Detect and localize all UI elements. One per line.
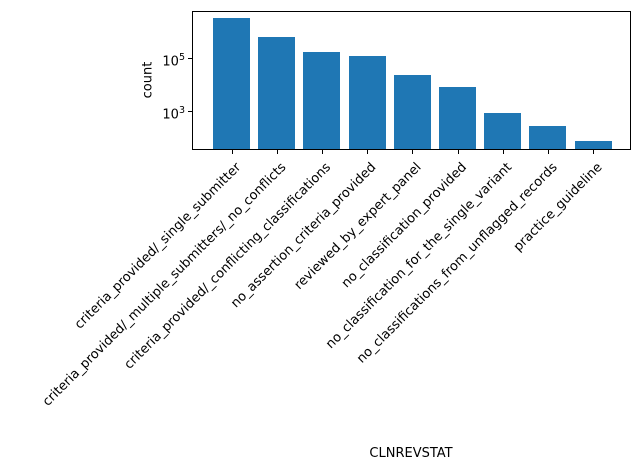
y-tick-label: 105 [162, 51, 185, 69]
x-axis-tick-mark [502, 150, 504, 154]
x-axis-tick-mark [593, 150, 595, 154]
y-axis-tick-mark [188, 58, 192, 59]
bar-practice_guideline [574, 140, 612, 149]
x-axis-tick-mark [231, 150, 233, 154]
bar-criteria_provided/_single_submitter [213, 18, 250, 149]
bar-criteria_provided/_conflicting_classifications [303, 52, 341, 149]
y-tick-label: 103 [162, 105, 185, 123]
plot-area [192, 11, 631, 150]
y-axis-label: count [140, 61, 156, 99]
x-axis-tick-mark [412, 150, 414, 154]
x-axis-tick-mark [321, 150, 323, 154]
x-axis-tick-mark [457, 150, 459, 154]
bar-no_classification_provided [439, 87, 476, 149]
x-axis-label: CLNREVSTAT [369, 446, 453, 461]
bar-no_assertion_criteria_provided [348, 56, 386, 149]
bar-reviewed_by_expert_panel [393, 75, 431, 149]
x-tick-label: criteria_provided/_conflicting_classific… [122, 160, 335, 373]
bar-no_classification_for_the_single_variant [484, 113, 522, 149]
x-axis-tick-mark [367, 150, 369, 154]
x-axis-tick-mark [276, 150, 278, 154]
y-axis-tick-mark [188, 111, 192, 112]
x-axis-tick-mark [547, 150, 549, 154]
x-tick-label: practice_guideline [511, 160, 606, 255]
bar-criteria_provided/_multiple_submitters/_no_conflicts [258, 37, 296, 149]
x-tick-label: criteria_provided/_single_submitter [71, 160, 245, 333]
bar-no_classifications_from_unflagged_records [529, 126, 567, 149]
